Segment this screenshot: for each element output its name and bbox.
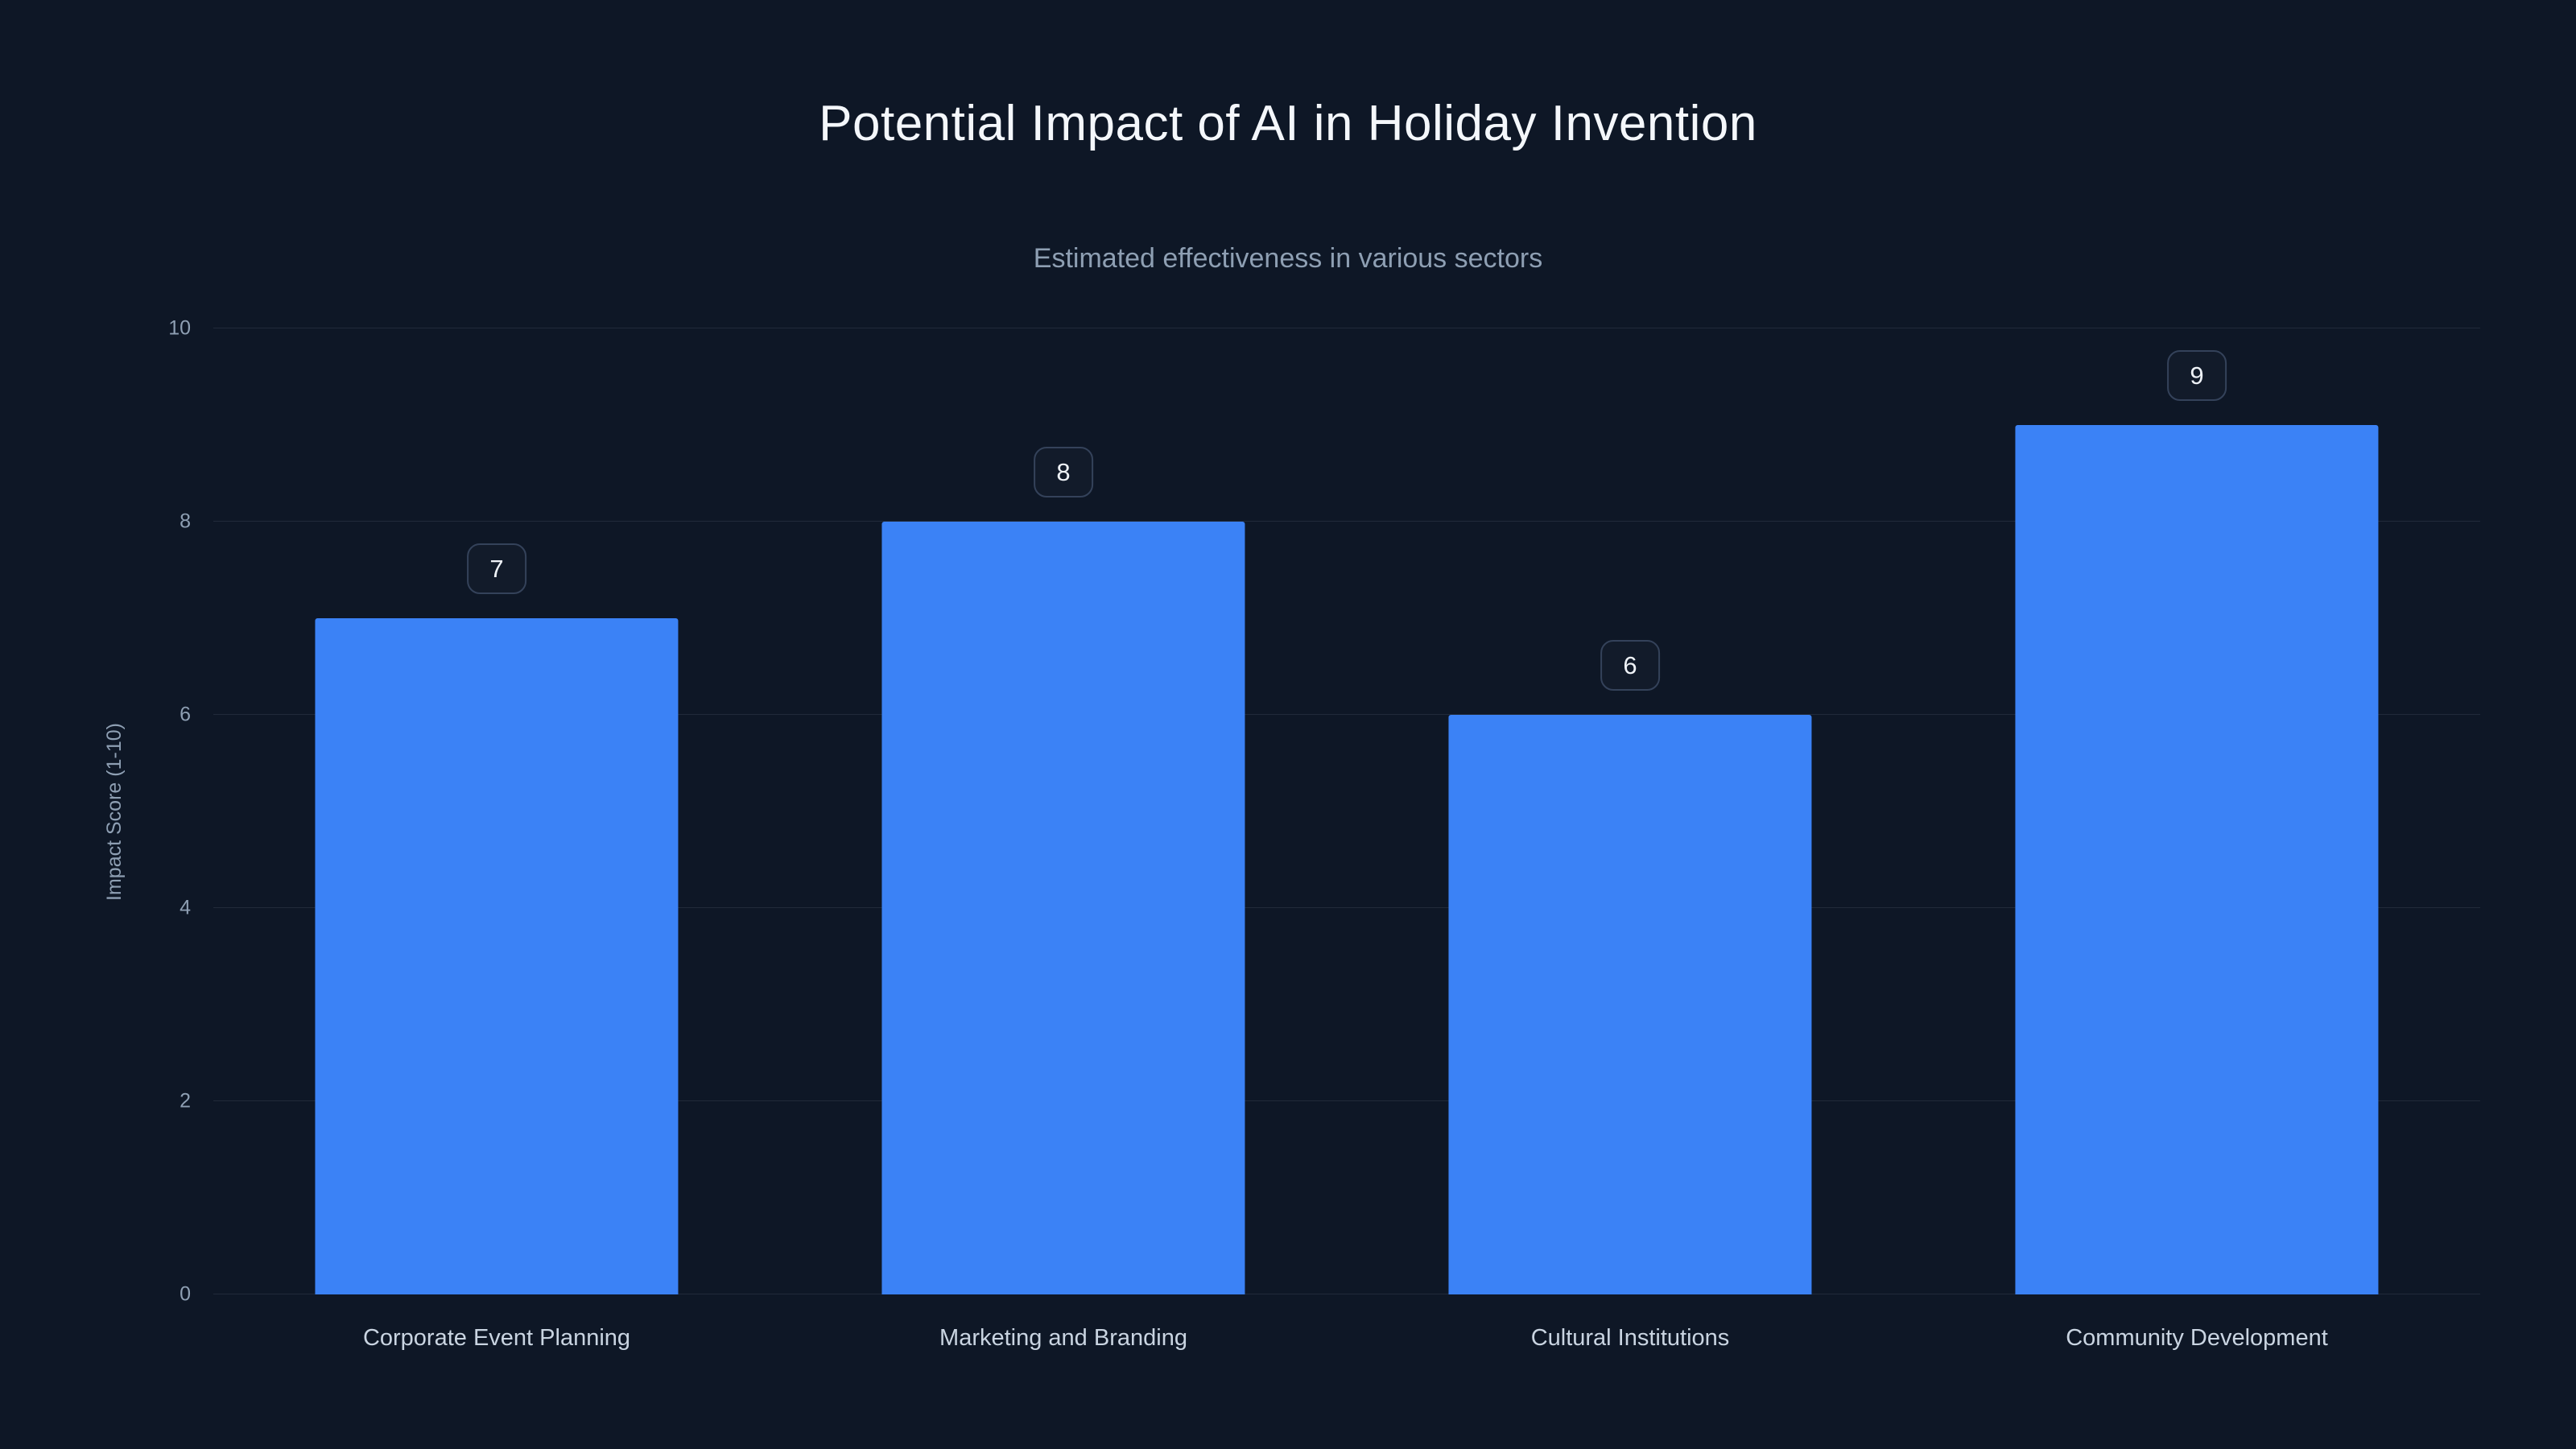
bar-value-badge: 6 — [1600, 640, 1660, 691]
y-tick-label: 6 — [180, 703, 191, 726]
y-axis-label-text: Impact Score (1-10) — [102, 722, 126, 901]
bar-value-badge: 8 — [1034, 447, 1093, 497]
bar-value-badge: 7 — [467, 543, 526, 594]
plot-area: 0 2 4 6 8 10 Corporate Event Planning 7 Marketin… — [168, 317, 2480, 1351]
bar-group: 7 — [315, 328, 679, 1294]
y-tick-label: 4 — [180, 896, 191, 919]
y-tick-label: 10 — [168, 316, 191, 340]
y-axis-label: Impact Score (1-10) — [90, 328, 138, 1294]
category-label: Community Development — [2066, 1325, 2328, 1351]
y-tick-label: 8 — [180, 510, 191, 533]
gridline — [213, 714, 2480, 715]
gridline — [213, 1100, 2480, 1101]
bar — [1448, 715, 1812, 1294]
bar — [881, 522, 1245, 1294]
bar-group: 9 — [2015, 328, 2379, 1294]
bar-value-badge: 9 — [2167, 350, 2227, 401]
gridline — [213, 521, 2480, 522]
category-label: Cultural Institutions — [1530, 1325, 1730, 1351]
category-label: Corporate Event Planning — [362, 1325, 631, 1351]
gridline — [213, 907, 2480, 908]
category-label: Marketing and Branding — [939, 1325, 1187, 1351]
bar — [315, 618, 679, 1294]
chart-subtitle: Estimated effectiveness in various secto… — [1033, 243, 1543, 274]
bar — [2015, 425, 2379, 1294]
y-tick-label: 2 — [180, 1089, 191, 1113]
bar-group: 6 — [1448, 328, 1812, 1294]
chart-title: Potential Impact of AI in Holiday Invent… — [819, 96, 1757, 151]
y-tick-label: 0 — [180, 1282, 191, 1306]
bar-group: 8 — [881, 328, 1245, 1294]
